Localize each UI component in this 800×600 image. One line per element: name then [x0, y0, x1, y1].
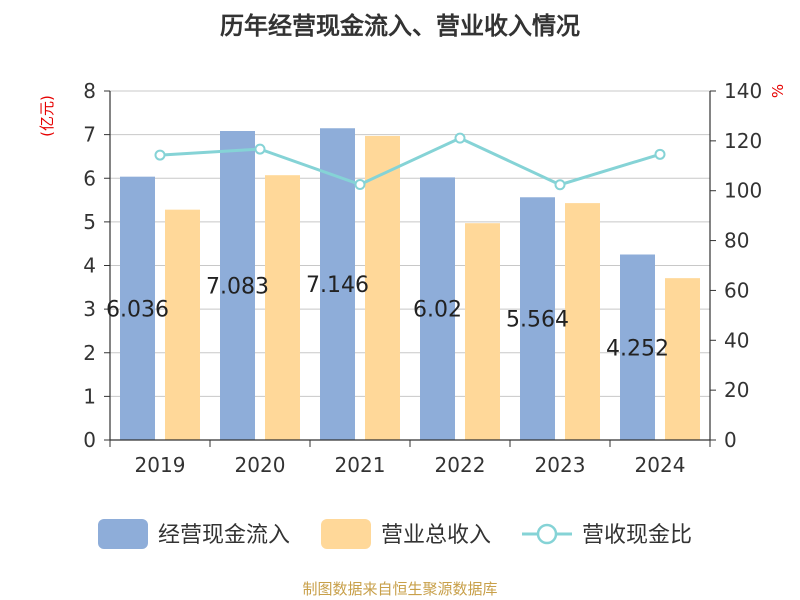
- grid-lines: [110, 90, 710, 397]
- legend-swatch-cash-inflow: [98, 519, 148, 549]
- data-labels: 6.036 7.083 7.146 6.02 5.564 4.252: [106, 273, 669, 361]
- ratio-point: [254, 143, 266, 155]
- bar-data-label: 6.02: [413, 298, 462, 323]
- right-tick-label: 100: [724, 179, 762, 203]
- bars: [120, 128, 700, 441]
- ratio-point: [554, 179, 566, 191]
- bar-total-revenue: [365, 135, 400, 440]
- bar-data-label: 5.564: [506, 308, 569, 333]
- bar-cash-inflow: [220, 131, 255, 440]
- bar-total-revenue: [665, 278, 700, 440]
- right-axis-unit: %: [769, 84, 787, 98]
- bar-data-label: 7.083: [206, 275, 269, 300]
- legend-label-ratio: 营收现金比: [582, 523, 692, 548]
- ratio-line-path: [159, 136, 661, 187]
- left-tick-label: 5: [83, 210, 96, 234]
- right-tick-label: 60: [724, 278, 749, 302]
- left-tick-label: 4: [83, 254, 96, 278]
- left-tick-label: 8: [83, 79, 96, 103]
- bar-total-revenue: [265, 175, 300, 441]
- right-tick-label: 40: [724, 328, 749, 352]
- ratio-point: [154, 149, 166, 161]
- x-tick-label: 2020: [235, 453, 286, 477]
- left-tick-label: 2: [83, 341, 96, 365]
- bar-total-revenue: [565, 203, 600, 440]
- left-axis-unit: (亿元): [38, 95, 56, 137]
- right-tick-label: 140: [724, 79, 762, 103]
- legend: 经营现金流入 营业总收入 营收现金比: [98, 519, 692, 549]
- ratio-point: [654, 148, 666, 160]
- left-tick-label: 7: [83, 123, 96, 147]
- legend-label-cash-inflow: 经营现金流入: [158, 523, 290, 548]
- bar-data-label: 7.146: [306, 273, 369, 298]
- right-tick-label: 20: [724, 378, 749, 402]
- chart-title: 历年经营现金流入、营业收入情况: [220, 12, 580, 40]
- legend-label-total-revenue: 营业总收入: [381, 523, 491, 548]
- x-tick-label: 2022: [435, 453, 486, 477]
- ratio-point: [354, 178, 366, 190]
- bar-total-revenue: [465, 223, 500, 440]
- bar-cash-inflow: [520, 197, 555, 440]
- x-tick-label: 2024: [635, 453, 686, 477]
- x-tick-label: 2019: [135, 453, 186, 477]
- ratio-point: [454, 132, 466, 144]
- bar-total-revenue: [165, 209, 200, 440]
- left-tick-label: 0: [83, 428, 96, 452]
- x-tick-label: 2023: [535, 453, 586, 477]
- x-tick-label: 2021: [335, 453, 386, 477]
- ratio-line: [154, 132, 666, 191]
- bar-cash-inflow: [120, 176, 155, 440]
- bar-data-label: 6.036: [106, 297, 169, 322]
- right-tick-label: 0: [724, 428, 737, 452]
- legend-marker-ratio: [536, 523, 558, 545]
- bar-data-label: 4.252: [606, 336, 669, 361]
- legend-swatch-total-revenue: [321, 519, 371, 549]
- left-tick-label: 3: [83, 297, 96, 321]
- right-tick-label: 120: [724, 129, 762, 153]
- bar-cash-inflow: [620, 254, 655, 440]
- left-tick-label: 6: [83, 166, 96, 190]
- bar-cash-inflow: [420, 177, 455, 440]
- left-tick-label: 1: [83, 384, 96, 408]
- source-note: 制图数据来自恒生聚源数据库: [302, 580, 498, 598]
- right-tick-label: 80: [724, 229, 749, 253]
